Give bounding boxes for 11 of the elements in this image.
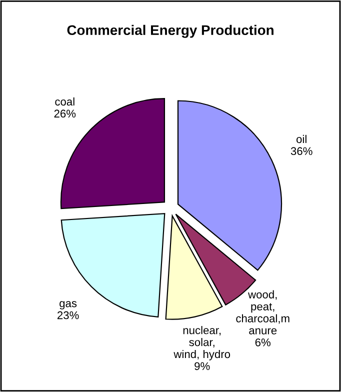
data-label: 9% <box>194 362 210 370</box>
data-label: 23% <box>57 311 79 320</box>
slice-label: coal <box>55 97 74 106</box>
data-label: 26% <box>54 110 76 118</box>
data-label: 36% <box>290 147 312 156</box>
slice-label: gas <box>60 301 77 310</box>
data-label: 6% <box>255 338 270 346</box>
chart-title: Commercial Energy Production <box>67 24 274 38</box>
slice-label: wood, peat, charcoal,m anure <box>236 290 290 334</box>
slice-label: nuclear, solar, wind, hydro <box>174 326 230 360</box>
slice-label: oil <box>296 134 306 144</box>
